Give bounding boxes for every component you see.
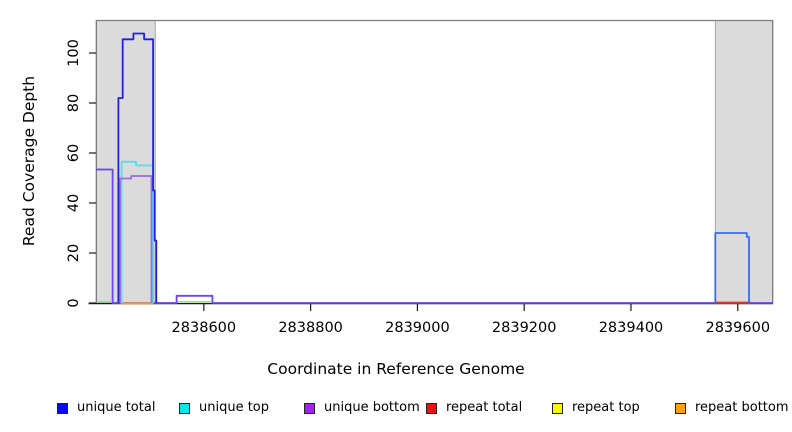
y-tick-label: 80	[66, 94, 82, 112]
series-unique-bottom	[119, 175, 153, 303]
legend-item-repeat-bottom: repeat bottom	[675, 398, 789, 418]
legend-item-unique-bottom: unique bottom	[304, 398, 420, 418]
legend-swatch-unique-bottom	[304, 402, 315, 414]
legend-label: repeat total	[446, 400, 523, 415]
legend-swatch-repeat-top	[552, 402, 563, 414]
legend-label: unique bottom	[324, 400, 420, 415]
legend-label: unique top	[199, 400, 270, 415]
legend-label: repeat top	[572, 400, 640, 415]
legend-swatch-unique-total	[57, 402, 68, 414]
legend-item-repeat-top: repeat top	[552, 398, 640, 418]
series-unique-overlap-baseline	[96, 168, 773, 304]
shaded-region-right-repeat-region	[714, 20, 774, 304]
legend-item-unique-total: unique total	[57, 398, 155, 418]
x-tick-label: 2839600	[705, 320, 770, 336]
y-tick-label: 40	[66, 194, 82, 212]
legend-label: unique total	[77, 400, 156, 415]
legend-label: repeat bottom	[695, 400, 789, 415]
x-tick-label: 2839000	[385, 320, 450, 336]
legend-swatch-repeat-total	[426, 402, 437, 414]
x-axis-title: Coordinate in Reference Genome	[267, 360, 525, 378]
legend-swatch-repeat-bottom	[675, 402, 686, 414]
series-unique-total-left-peak	[117, 32, 158, 303]
y-tick-label: 0	[66, 298, 82, 307]
x-tick-label: 2838600	[172, 320, 237, 336]
y-tick-label: 60	[66, 144, 82, 162]
y-axis-title: Read Coverage Depth	[20, 75, 38, 247]
legend: unique total unique top unique bottom repea…	[0, 398, 792, 420]
x-tick-label: 2839400	[599, 320, 664, 336]
legend-item-repeat-total: repeat total	[426, 398, 522, 418]
legend-swatch-unique-top	[179, 402, 190, 414]
series-unique-total-right-plateau	[714, 232, 750, 303]
x-tick-label: 2838800	[278, 320, 343, 336]
legend-item-unique-top: unique top	[179, 398, 269, 418]
x-tick-label: 2839200	[492, 320, 557, 336]
y-tick-label: 100	[66, 39, 82, 67]
y-tick-label: 20	[66, 244, 82, 262]
